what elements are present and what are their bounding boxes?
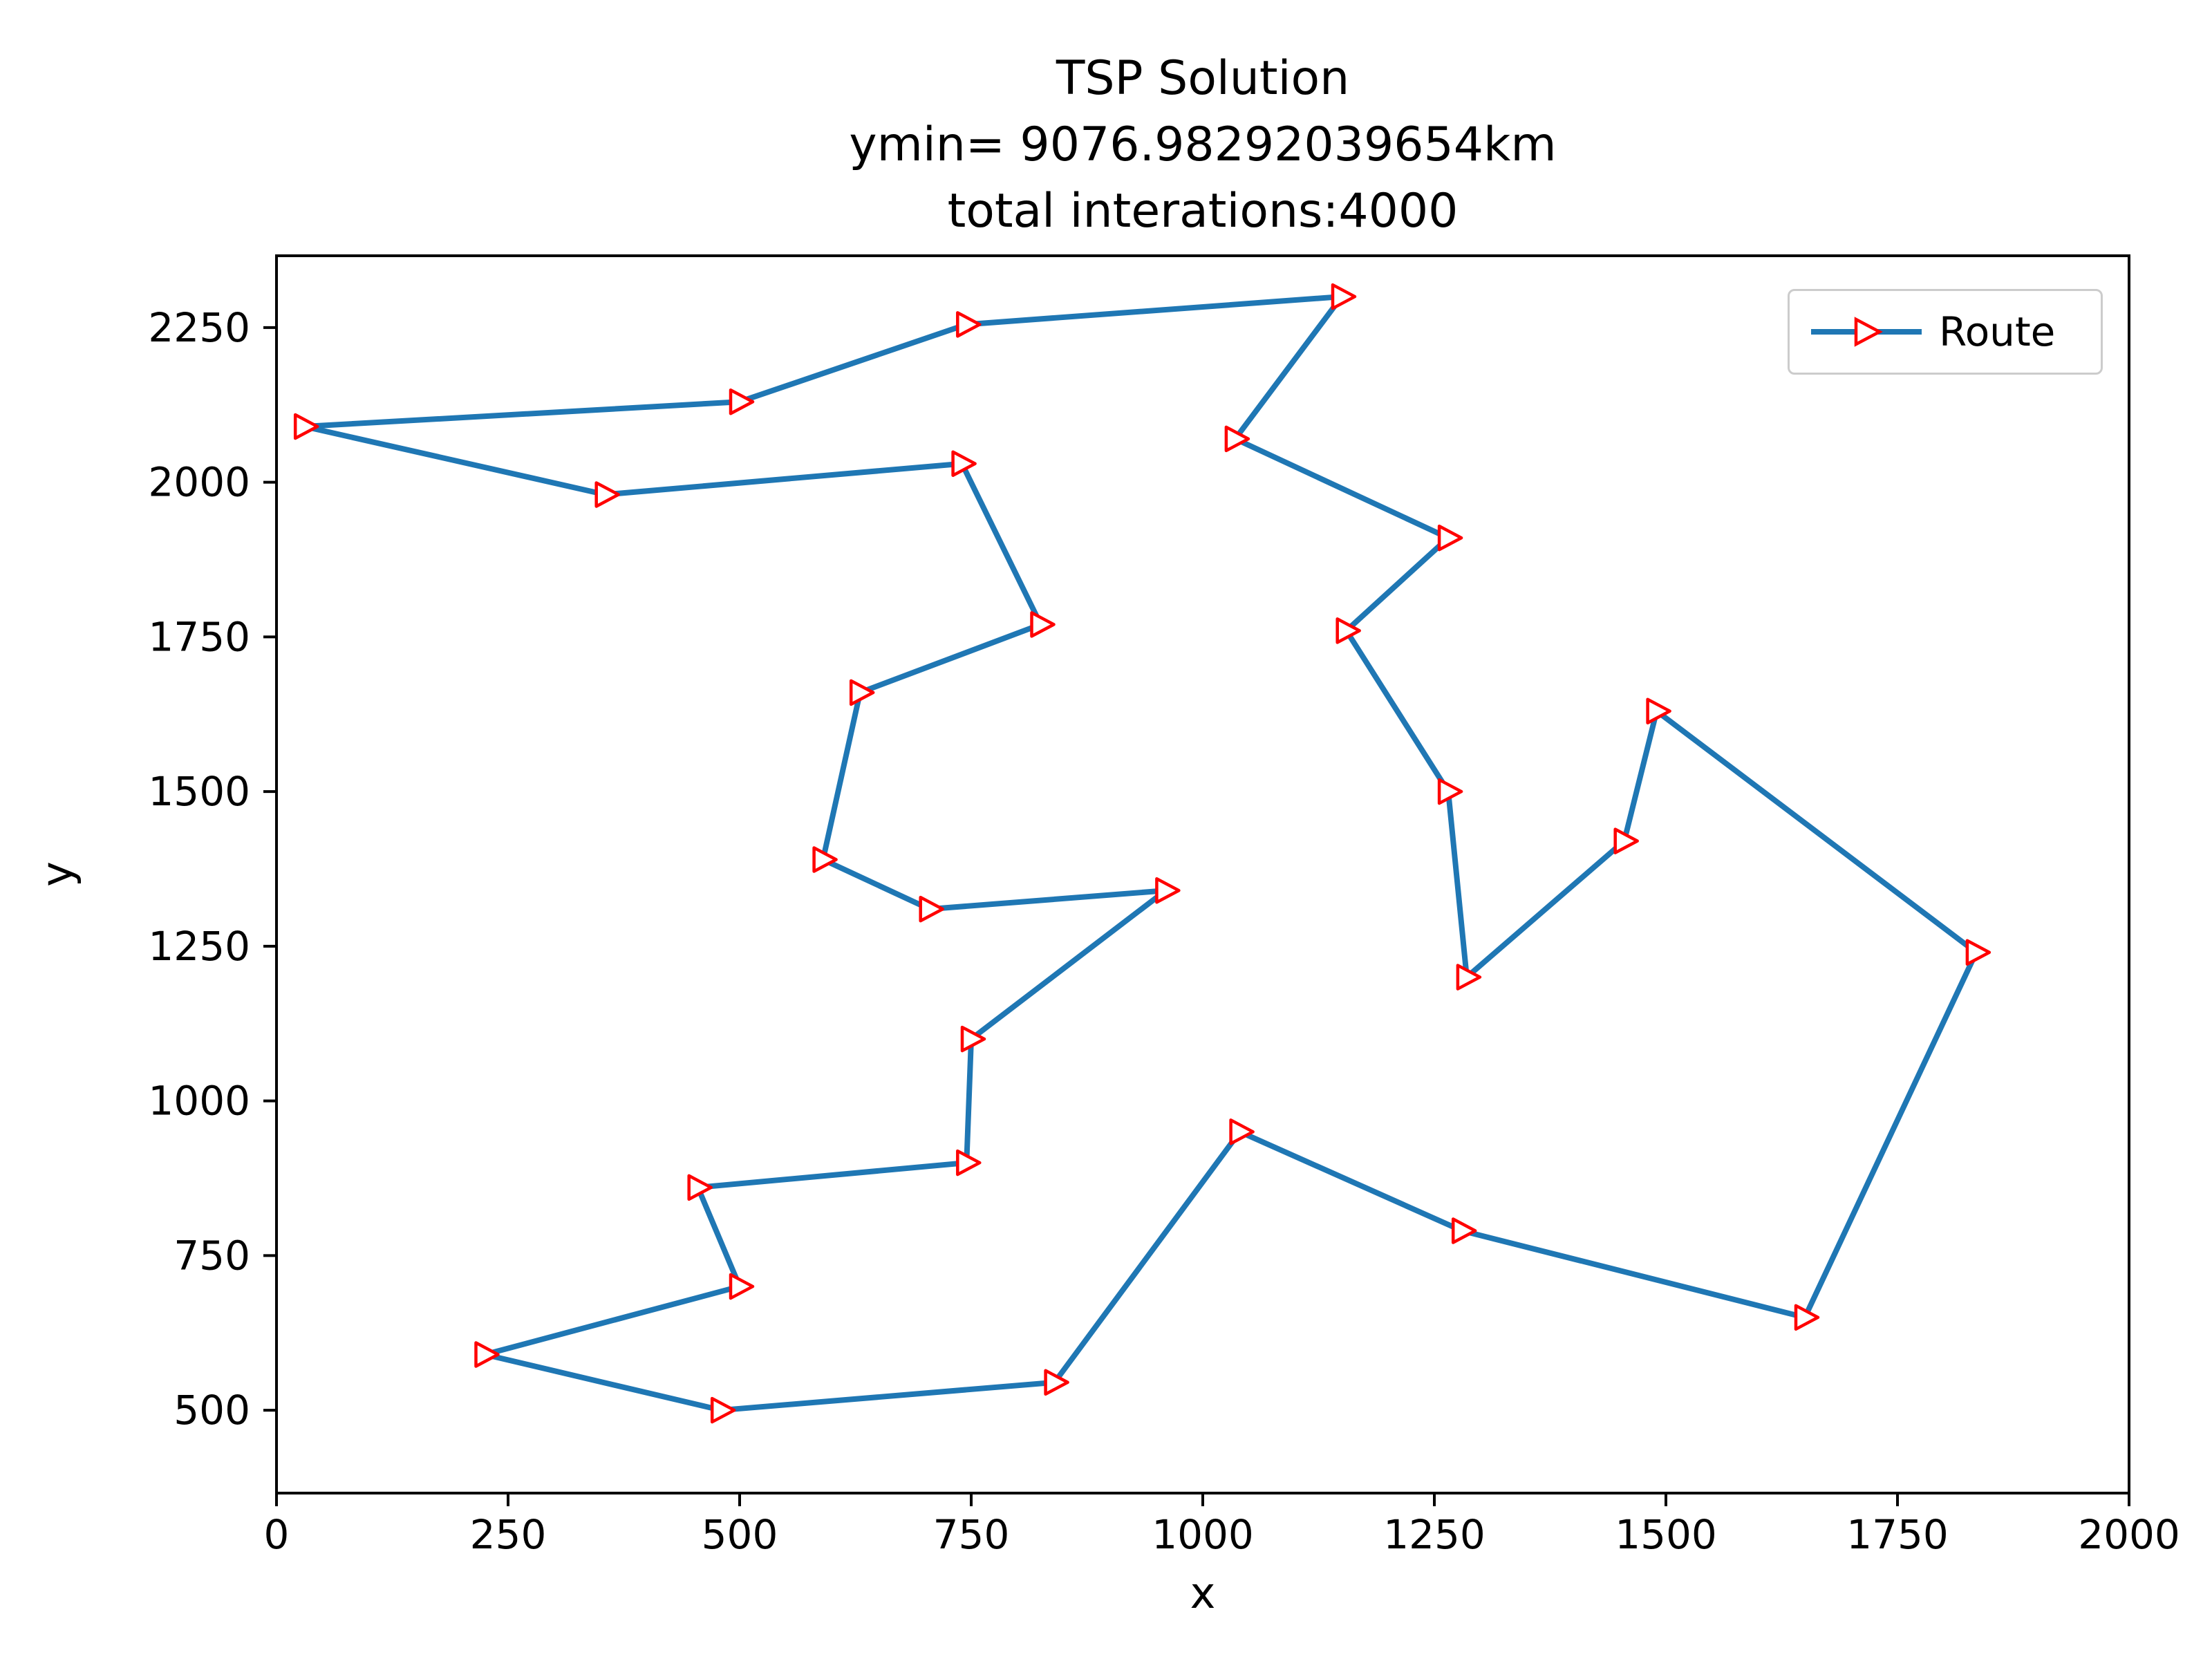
city-marker (594, 481, 620, 508)
city-marker (960, 1025, 986, 1053)
x-axis-label: x (1190, 1568, 1216, 1618)
x-tick-label: 1000 (1152, 1511, 1254, 1558)
city-marker (1456, 964, 1482, 991)
city-marker (849, 679, 875, 706)
y-tick-label: 500 (174, 1387, 250, 1434)
city-marker (293, 413, 319, 440)
x-tick-label: 1750 (1846, 1511, 1949, 1558)
x-tick-label: 2000 (2078, 1511, 2180, 1558)
x-tick-label: 500 (702, 1511, 778, 1558)
y-tick-label: 750 (174, 1232, 250, 1279)
legend: Route (1788, 289, 2103, 375)
city-marker (1335, 617, 1361, 644)
city-marker (1965, 939, 1991, 966)
city-marker (1044, 1369, 1069, 1396)
city-marker (729, 1273, 755, 1300)
chart-title: TSP Solution ymin= 9076.98292039654km to… (276, 46, 2129, 245)
x-tick-label: 250 (470, 1511, 547, 1558)
chart-title-line3: total interations:4000 (947, 184, 1459, 238)
city-marker (812, 846, 838, 873)
city-marker (1437, 778, 1463, 805)
city-marker (1155, 877, 1181, 904)
route-path (301, 294, 1979, 1414)
legend-label: Route (1939, 308, 2056, 355)
city-marker (951, 450, 977, 477)
x-tick-label: 1500 (1615, 1511, 1717, 1558)
city-marker (956, 311, 982, 338)
city-marker (1437, 524, 1463, 552)
city-marker (1646, 697, 1671, 724)
chart-title-line2: ymin= 9076.98292039654km (849, 118, 1557, 172)
city-marker (956, 1149, 982, 1177)
city-marker (710, 1396, 736, 1424)
y-tick-label: 1250 (148, 923, 250, 970)
y-tick-label: 1500 (148, 768, 250, 815)
city-marker (729, 388, 755, 415)
y-tick-label: 2250 (148, 304, 250, 351)
y-tick-label: 1750 (148, 613, 250, 660)
city-marker (919, 895, 944, 923)
city-marker (687, 1174, 713, 1201)
x-tick-label: 1250 (1383, 1511, 1485, 1558)
city-marker (1229, 1118, 1255, 1145)
y-axis-label: y (31, 861, 82, 887)
y-tick-label: 2000 (148, 459, 250, 506)
city-marker (1613, 827, 1639, 854)
city-marker (474, 1341, 500, 1368)
chart-title-line1: TSP Solution (1056, 51, 1350, 106)
axes-frame (275, 254, 2130, 1494)
x-tick-label: 750 (933, 1511, 1010, 1558)
x-tick-label: 0 (264, 1511, 290, 1558)
legend-route-sample-icon (1811, 317, 1922, 347)
y-tick-label: 1000 (148, 1078, 250, 1125)
city-marker (1451, 1217, 1477, 1244)
city-marker (1030, 611, 1056, 638)
city-marker (1794, 1304, 1820, 1331)
city-marker (1224, 425, 1250, 453)
city-marker (1331, 283, 1357, 310)
